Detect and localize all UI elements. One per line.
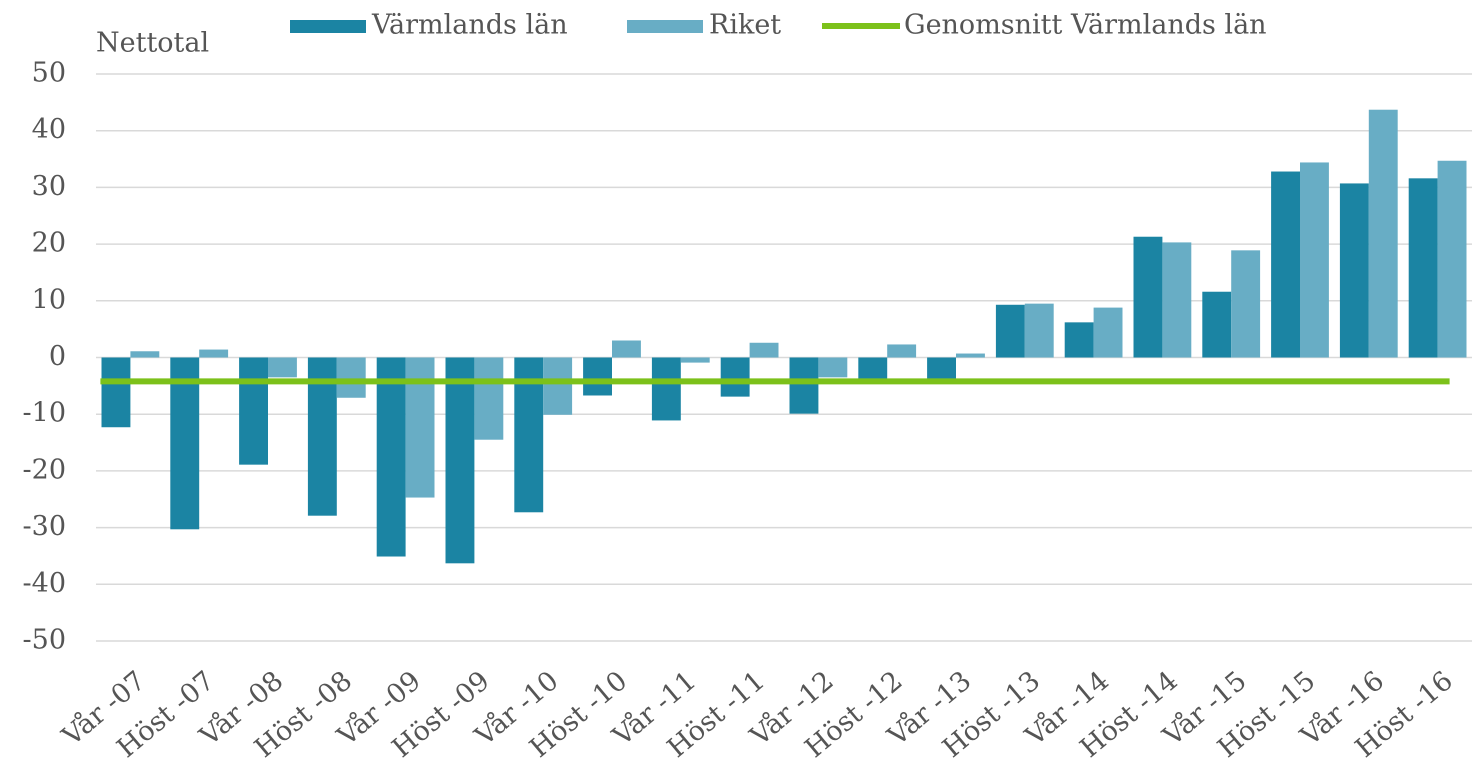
- bar: [1437, 160, 1467, 358]
- bar: [1368, 109, 1398, 358]
- bar: [101, 357, 131, 428]
- bar: [1024, 303, 1054, 358]
- legend-label: Värmlands län: [371, 10, 568, 41]
- bar: [1408, 178, 1438, 358]
- legend-label: Riket: [709, 10, 781, 41]
- bar: [720, 357, 750, 397]
- bar: [887, 344, 917, 358]
- bar: [170, 357, 200, 530]
- bar: [1064, 322, 1094, 358]
- bar: [858, 357, 888, 379]
- bar: [927, 357, 956, 379]
- bar: [199, 349, 229, 358]
- bar: [1271, 171, 1300, 358]
- y-tick-label: 0: [49, 341, 66, 372]
- y-tick-label: -50: [23, 625, 66, 656]
- bar: [239, 357, 268, 465]
- bar: [1133, 236, 1163, 358]
- bar: [583, 357, 612, 396]
- y-tick-label: 10: [32, 284, 66, 315]
- legend-label: Genomsnitt Värmlands län: [904, 10, 1267, 41]
- y-tick-label: 40: [32, 114, 66, 145]
- bar: [1339, 183, 1369, 358]
- bar: [749, 342, 779, 358]
- bar: [1300, 162, 1329, 358]
- bar: [680, 357, 710, 363]
- y-tick-label: 30: [32, 171, 66, 202]
- bar: [956, 353, 985, 358]
- bar: [1093, 307, 1123, 358]
- legend-swatch: [290, 20, 366, 33]
- bar: [789, 357, 819, 414]
- bar: [1231, 250, 1261, 358]
- y-tick-label: 20: [32, 228, 66, 259]
- bar: [376, 357, 406, 557]
- bar: [612, 340, 641, 358]
- bar: [818, 357, 848, 378]
- bar: [651, 357, 681, 421]
- y-tick-label: -30: [23, 511, 66, 542]
- bar: [130, 351, 160, 358]
- bar: [445, 357, 475, 564]
- bar: [995, 304, 1025, 358]
- bar: [474, 357, 504, 440]
- y-tick-label: -40: [23, 568, 66, 599]
- bar: [543, 357, 573, 415]
- y-tick-label: 50: [32, 58, 66, 89]
- legend-swatch: [627, 20, 703, 33]
- bar: [1162, 242, 1192, 358]
- y-axis-label: Nettotal: [96, 28, 209, 59]
- bar: [1202, 291, 1232, 358]
- bar: [336, 357, 366, 398]
- y-tick-label: -10: [23, 398, 66, 429]
- bar: [268, 357, 297, 378]
- y-tick-label: -20: [23, 454, 66, 485]
